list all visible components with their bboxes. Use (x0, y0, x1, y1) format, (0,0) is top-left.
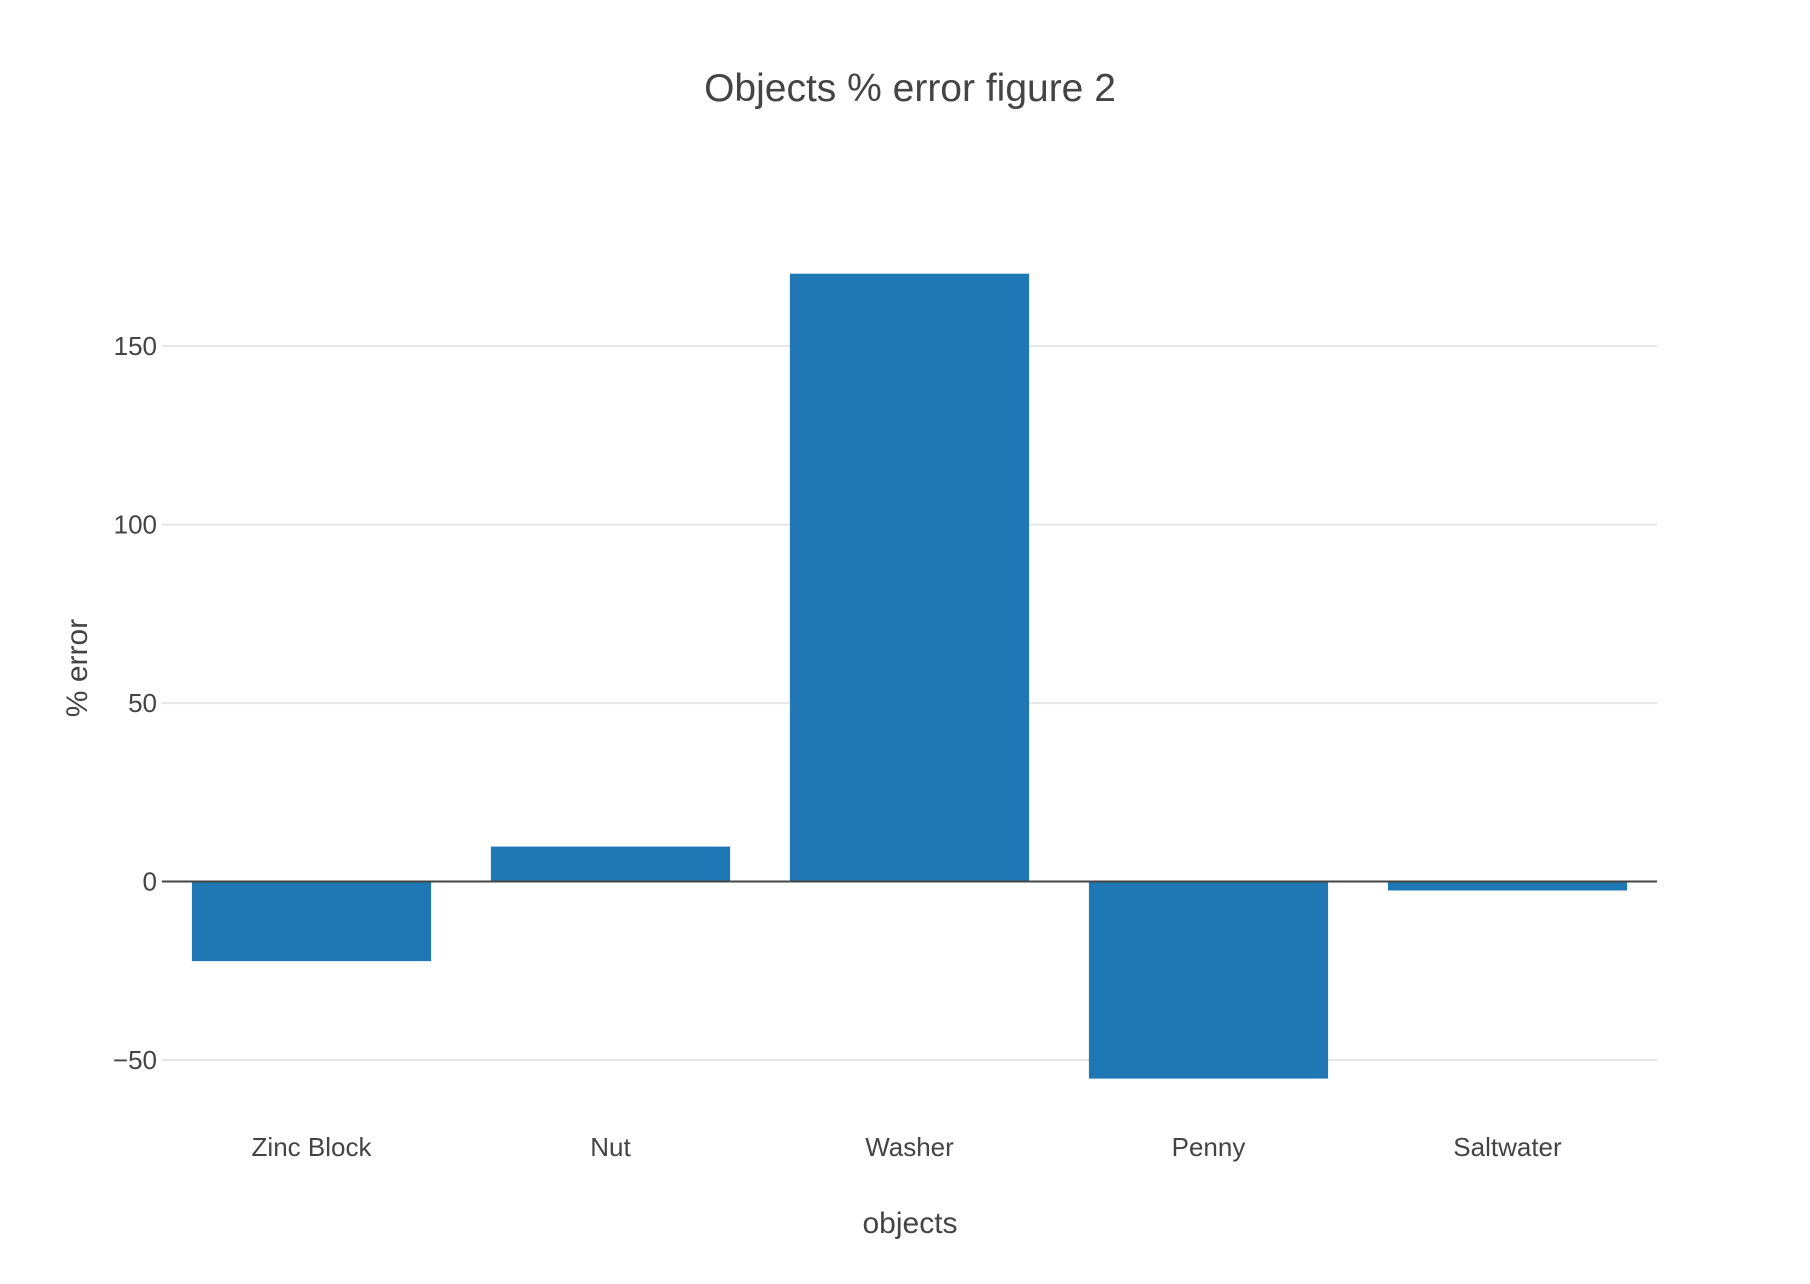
bar-washer[interactable] (789, 273, 1030, 882)
y-axis-title: % error (61, 619, 94, 717)
bar-penny[interactable] (1088, 881, 1329, 1079)
y-tick-label: 150 (114, 331, 157, 361)
x-axis-title: objects (862, 1207, 957, 1240)
chart-title: Objects % error figure 2 (704, 67, 1116, 110)
bars (191, 273, 1628, 1079)
x-axis-ticks: Zinc Block Nut Washer Penny Saltwater (252, 1132, 1562, 1162)
y-tick-label: 0 (143, 867, 157, 897)
y-tick-label: −50 (113, 1045, 157, 1075)
x-tick-label: Washer (865, 1132, 954, 1162)
y-tick-label: 100 (114, 510, 157, 540)
x-tick-label: Zinc Block (252, 1132, 373, 1162)
x-tick-label: Penny (1172, 1132, 1246, 1162)
bar-nut[interactable] (490, 846, 731, 882)
x-tick-label: Nut (590, 1132, 631, 1162)
y-axis-ticks: −50 0 50 100 150 (113, 331, 157, 1075)
bar-zinc-block[interactable] (191, 881, 432, 962)
bar-saltwater[interactable] (1387, 881, 1628, 891)
y-tick-label: 50 (128, 688, 157, 718)
x-tick-label: Saltwater (1453, 1132, 1562, 1162)
